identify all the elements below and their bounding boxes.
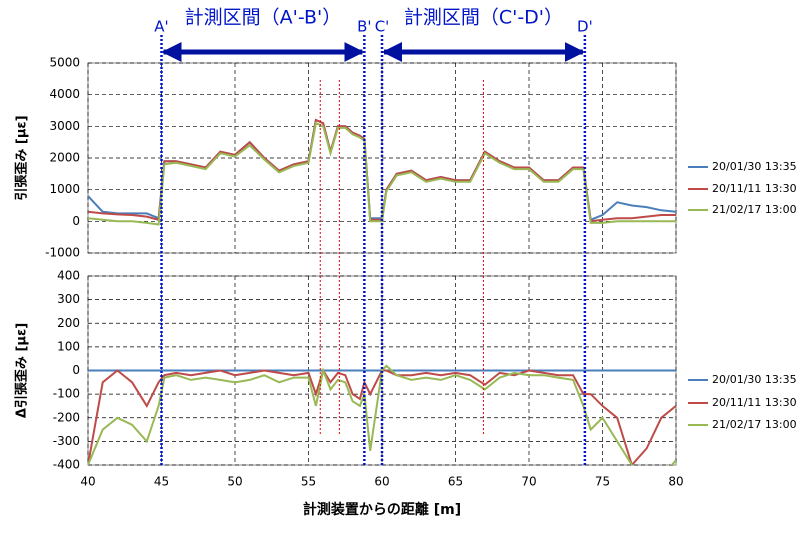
legend-label: 21/02/17 13:00 xyxy=(712,418,797,431)
boundary-label: A' xyxy=(154,18,168,36)
y-tick-label: -300 xyxy=(53,434,80,448)
y-tick-label: -1000 xyxy=(45,246,80,260)
legend-label: 20/01/30 13:35 xyxy=(712,160,797,173)
y-tick-label: 3000 xyxy=(49,119,80,133)
y-tick-label: 400 xyxy=(57,269,80,283)
y-tick-label: 300 xyxy=(57,292,80,306)
section-label: 計測区間（A'-B'） xyxy=(185,7,342,29)
y-axis-label: 引張歪み [με] xyxy=(15,115,30,200)
boundary-label: C' xyxy=(375,18,390,36)
y-tick-label: 5000 xyxy=(49,56,80,70)
x-tick-label: 80 xyxy=(668,475,683,489)
x-tick-label: 75 xyxy=(595,475,610,489)
y-tick-label: 2000 xyxy=(49,151,80,165)
x-tick-label: 65 xyxy=(448,475,463,489)
legend-label: 20/11/11 13:30 xyxy=(712,396,797,409)
y-tick-label: 100 xyxy=(57,339,80,353)
x-tick-label: 50 xyxy=(227,475,242,489)
x-axis-label: 計測装置からの距離 [m] xyxy=(303,501,461,518)
x-tick-label: 60 xyxy=(374,475,389,489)
y-tick-label: 200 xyxy=(57,316,80,330)
y-tick-label: -400 xyxy=(53,458,80,472)
y-tick-label: 4000 xyxy=(49,87,80,101)
x-tick-label: 45 xyxy=(154,475,169,489)
legend-label: 20/01/30 13:35 xyxy=(712,373,797,386)
y-tick-label: -100 xyxy=(53,387,80,401)
y-tick-label: -200 xyxy=(53,410,80,424)
data-line xyxy=(88,368,676,465)
data-line xyxy=(88,364,676,465)
section-label: 計測区間（C'-D'） xyxy=(404,7,563,29)
y-axis-label: Δ引張歪み [με] xyxy=(15,323,30,418)
y-tick-label: 0 xyxy=(72,363,80,377)
boundary-label: B' xyxy=(357,18,371,36)
boundary-label: D' xyxy=(577,18,593,36)
legend-label: 20/11/11 13:30 xyxy=(712,182,797,195)
y-tick-label: 0 xyxy=(72,214,80,228)
x-tick-label: 40 xyxy=(80,475,95,489)
x-tick-label: 55 xyxy=(301,475,316,489)
legend-label: 21/02/17 13:00 xyxy=(712,203,797,216)
x-tick-label: 70 xyxy=(521,475,536,489)
y-tick-label: 1000 xyxy=(49,182,80,196)
